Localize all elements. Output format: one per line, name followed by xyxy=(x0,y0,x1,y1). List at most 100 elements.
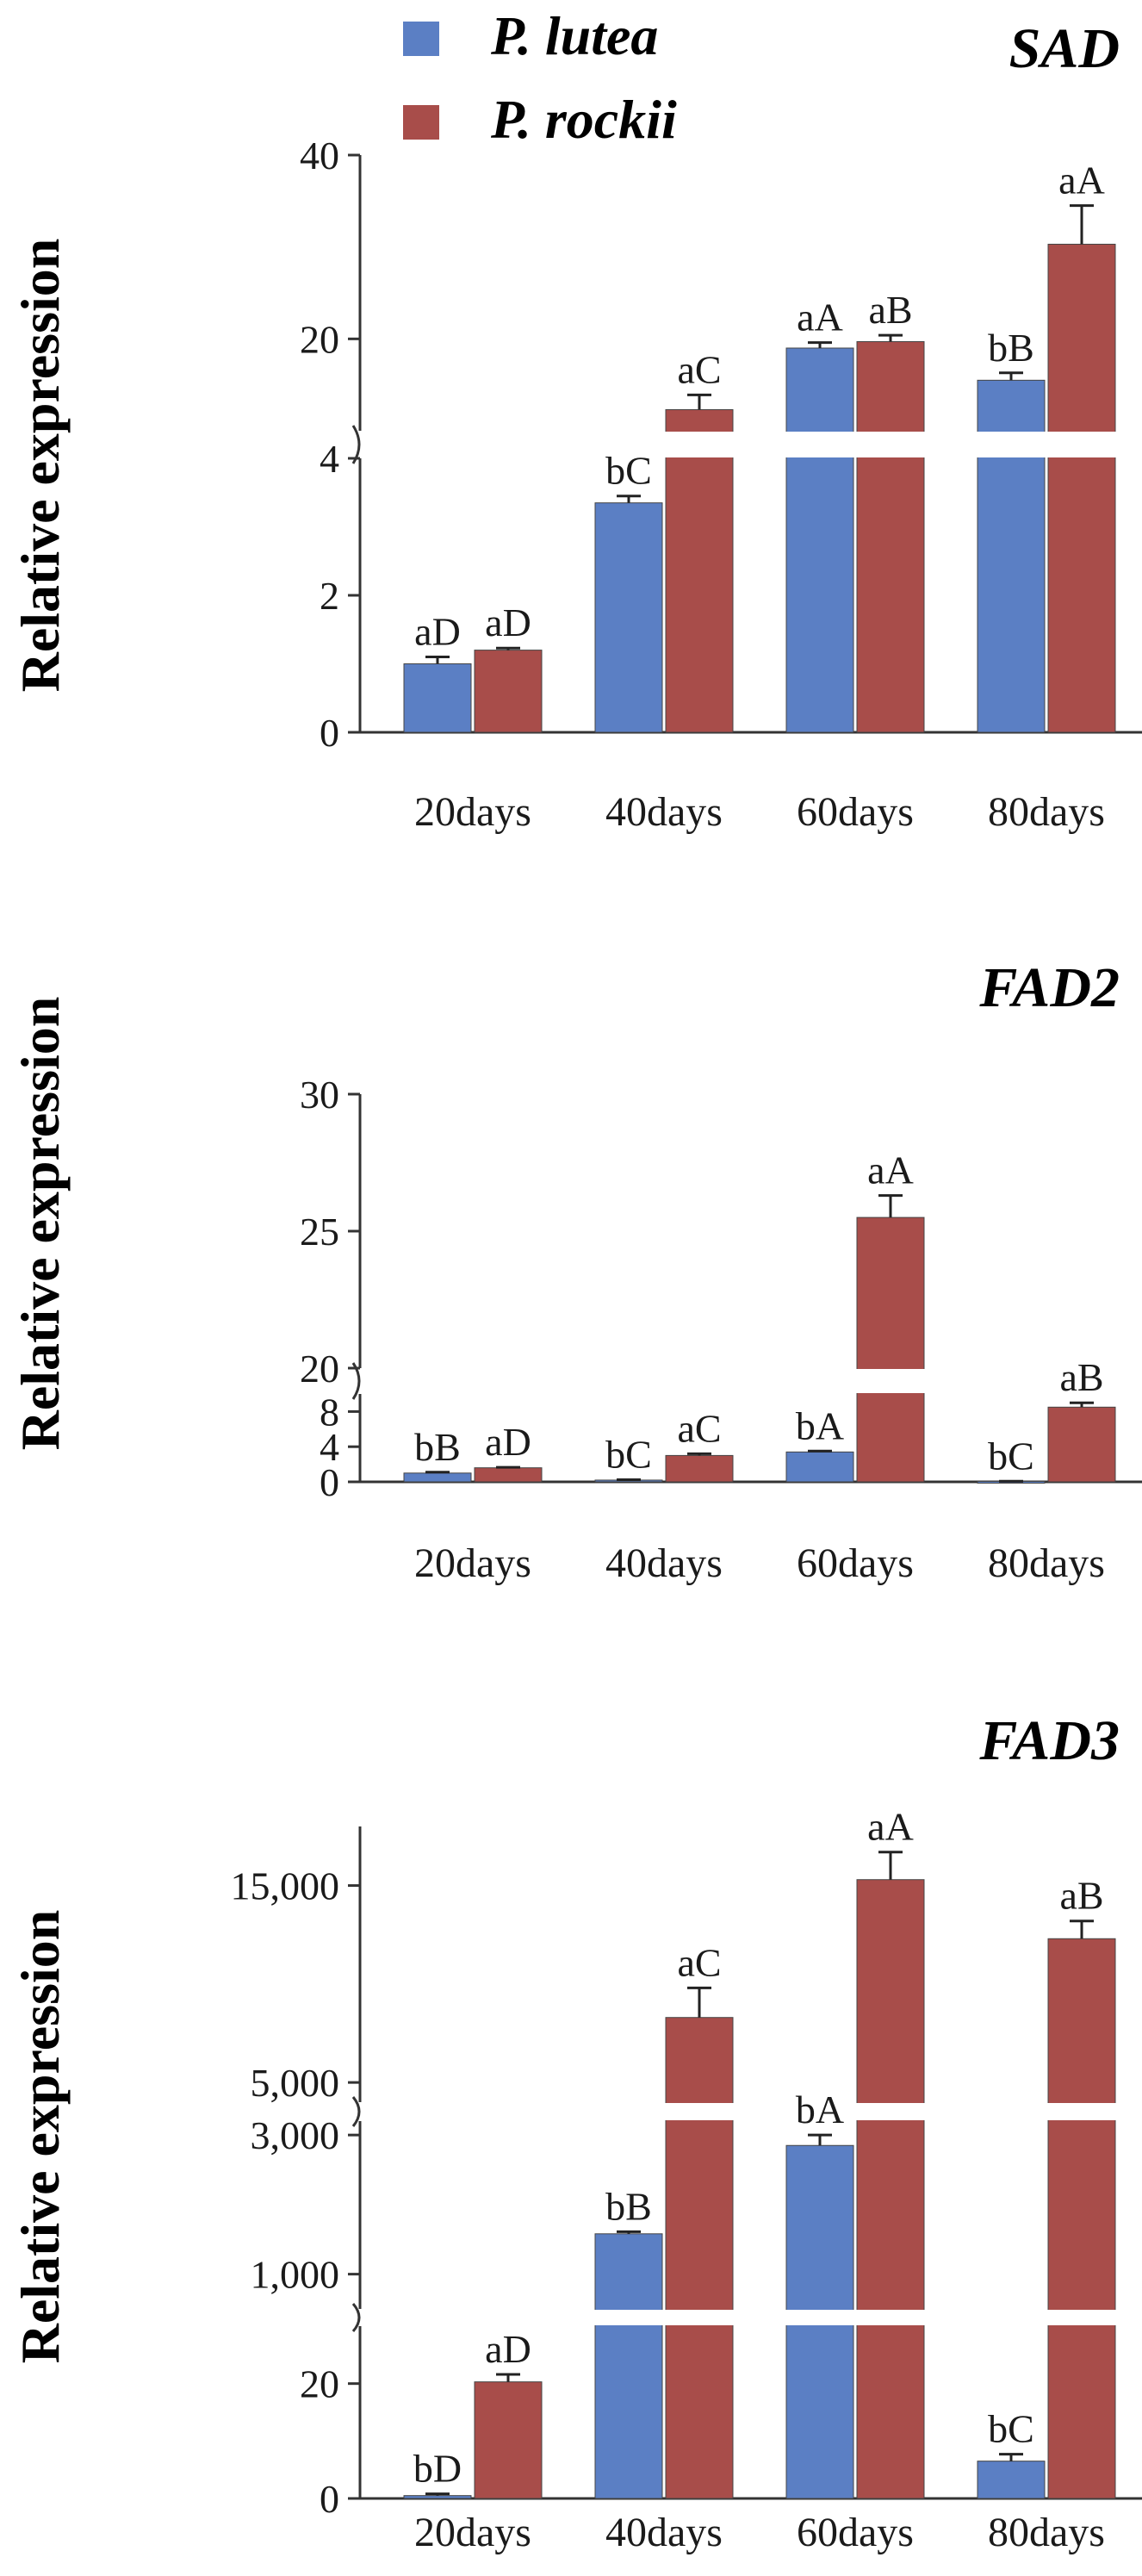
significance-label: bA xyxy=(796,2088,844,2131)
break-gap xyxy=(977,432,1046,457)
x-tick-label-40days: 40days xyxy=(605,1540,723,1586)
y-tick-label: 1,000 xyxy=(251,2253,340,2297)
bar-p-rockii-20days xyxy=(474,1467,543,1483)
break-gap xyxy=(665,432,734,457)
bar-p-lutea-20days xyxy=(403,1472,472,1483)
chart-sad: SAD Relative expression 0 2 4 20 40 20days aD aD 4… xyxy=(9,17,1142,835)
chart-title: FAD3 xyxy=(978,1709,1120,1772)
y-tick-label: 40 xyxy=(300,134,339,177)
bar-p-rockii-40days xyxy=(665,2017,734,2499)
y-axis-label: Relative expression xyxy=(9,1910,71,2364)
y-tick-label: 20 xyxy=(300,317,339,361)
x-tick-label-20days: 20days xyxy=(414,789,531,835)
significance-label: bD xyxy=(413,2447,462,2491)
significance-label: aA xyxy=(1058,159,1105,202)
break-gap xyxy=(856,2310,925,2325)
significance-label: bB xyxy=(414,1425,461,1469)
x-tick-label-80days: 80days xyxy=(988,2510,1105,2555)
bar-p-rockii-40days xyxy=(665,408,734,733)
bar-p-rockii-80days xyxy=(1047,243,1116,733)
significance-label: bC xyxy=(988,2407,1034,2451)
significance-label: aA xyxy=(867,1805,914,1849)
significance-label: bC xyxy=(605,449,652,493)
x-tick-label-60days: 60days xyxy=(797,789,914,835)
y-tick-label: 0 xyxy=(320,1460,339,1504)
significance-label: aC xyxy=(677,347,721,391)
bar-p-rockii-60days xyxy=(856,341,925,733)
x-tick-label-40days: 40days xyxy=(605,2510,723,2555)
y-tick-label: 0 xyxy=(320,711,339,755)
significance-label: aB xyxy=(868,288,912,332)
bar-p-lutea-40days xyxy=(594,2233,663,2499)
legend-label-1: P. lutea xyxy=(490,5,658,66)
break-gap xyxy=(785,432,854,457)
y-tick-label: 8 xyxy=(320,1390,339,1434)
bar-p-rockii-20days xyxy=(474,2381,543,2499)
break-gap xyxy=(1047,2310,1116,2325)
axis-break-mark xyxy=(351,425,361,464)
y-tick-label: 0 xyxy=(320,2477,339,2521)
bar-p-lutea-20days xyxy=(403,663,472,733)
bar-p-lutea-80days xyxy=(977,2461,1046,2499)
y-tick-label: 25 xyxy=(300,1210,339,1254)
y-tick-label: 3,000 xyxy=(251,2113,340,2157)
break-gap xyxy=(856,2103,925,2120)
break-gap xyxy=(1047,2103,1116,2120)
significance-label: aA xyxy=(797,296,843,339)
y-axis-label: Relative expression xyxy=(9,239,71,693)
break-gap xyxy=(785,2310,854,2325)
bar-p-lutea-60days xyxy=(785,1451,854,1483)
x-tick-label-80days: 80days xyxy=(988,789,1105,835)
break-gap xyxy=(665,2103,734,2120)
significance-label: bC xyxy=(605,1432,652,1476)
axis-break-mark xyxy=(351,2096,361,2127)
bar-p-rockii-40days xyxy=(665,1454,734,1483)
bar-p-rockii-60days xyxy=(856,1216,925,1483)
x-tick-label-60days: 60days xyxy=(797,1540,914,1586)
bar-p-rockii-60days xyxy=(856,1879,925,2499)
significance-label: bA xyxy=(796,1403,844,1447)
significance-label: aC xyxy=(677,1406,721,1450)
y-tick-label: 30 xyxy=(300,1073,339,1117)
x-tick-label-40days: 40days xyxy=(605,789,723,835)
legend: P. lutea P. rockii xyxy=(403,5,677,150)
y-tick-label: 2 xyxy=(320,574,339,618)
bar-p-rockii-20days xyxy=(474,650,543,733)
bar-p-lutea-40days xyxy=(594,502,663,733)
legend-swatch-1 xyxy=(403,22,439,56)
significance-label: aC xyxy=(677,1940,721,1984)
break-gap xyxy=(1047,432,1116,457)
legend-label-2: P. rockii xyxy=(490,89,677,150)
y-tick-label: 15,000 xyxy=(231,1864,340,1908)
bar-p-lutea-60days xyxy=(785,347,854,733)
significance-label: bB xyxy=(988,326,1034,370)
chart-title: SAD xyxy=(1009,17,1120,80)
significance-label: aD xyxy=(485,600,531,644)
chart-title: FAD2 xyxy=(978,956,1120,1019)
significance-label: bC xyxy=(988,1434,1034,1478)
y-tick-label: 4 xyxy=(320,1425,339,1469)
break-gap xyxy=(856,432,925,457)
chart-fad3: FAD3 Relative expression 0 20 1,000 3,000 5,00… xyxy=(9,1709,1142,2555)
significance-label: aB xyxy=(1059,1874,1103,1918)
legend-swatch-2 xyxy=(403,105,439,140)
significance-label: aA xyxy=(867,1148,914,1192)
bar-p-lutea-20days xyxy=(403,2495,472,2499)
break-gap xyxy=(856,1369,925,1393)
y-tick-label: 5,000 xyxy=(251,2061,340,2105)
x-tick-label-80days: 80days xyxy=(988,1540,1105,1586)
significance-label: bB xyxy=(605,2184,652,2228)
bar-p-rockii-80days xyxy=(1047,1938,1116,2499)
x-tick-label-20days: 20days xyxy=(414,2510,531,2555)
y-tick-label: 20 xyxy=(300,1347,339,1391)
x-tick-label-20days: 20days xyxy=(414,1540,531,1586)
significance-label: aD xyxy=(485,1420,531,1464)
y-axis-label: Relative expression xyxy=(9,997,71,1451)
y-tick-label: 20 xyxy=(300,2362,339,2406)
break-gap xyxy=(594,2310,663,2325)
axis-break-mark xyxy=(351,1362,361,1400)
x-tick-label-60days: 60days xyxy=(797,2510,914,2555)
significance-label: aB xyxy=(1059,1355,1103,1399)
